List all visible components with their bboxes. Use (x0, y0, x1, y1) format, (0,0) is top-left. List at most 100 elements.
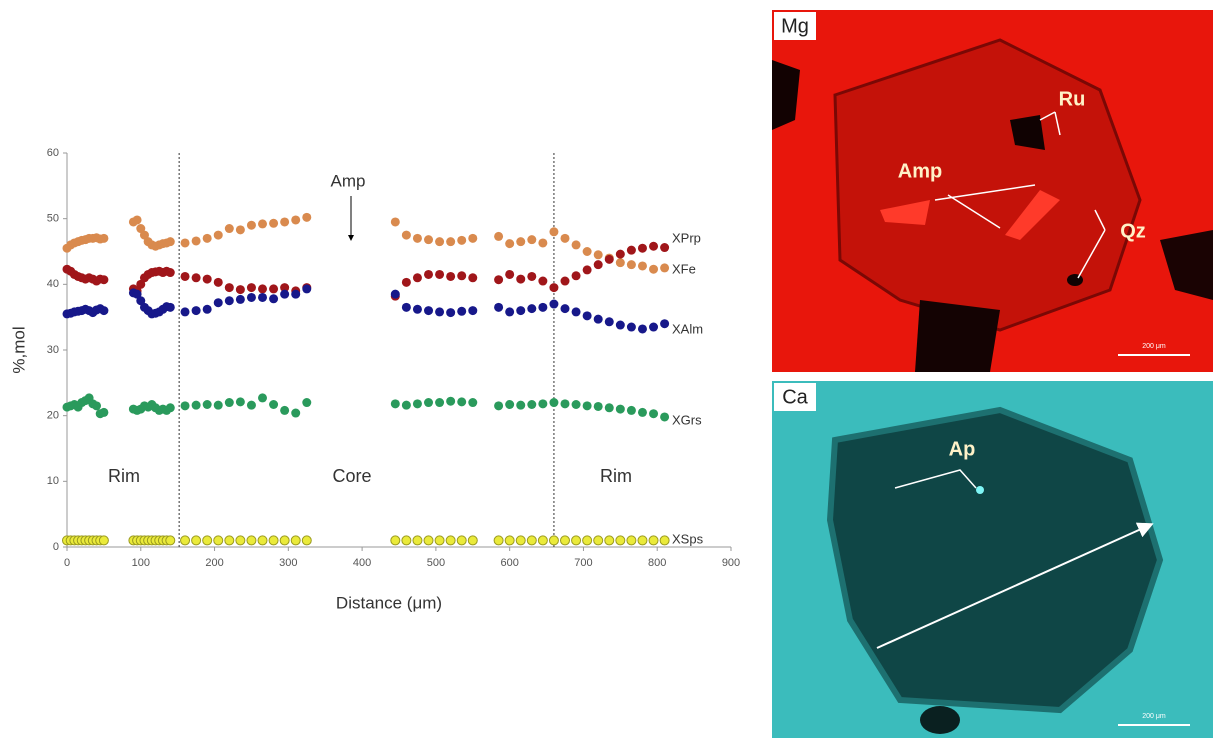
point (527, 400, 537, 410)
point (446, 308, 456, 318)
point (593, 535, 604, 546)
point (434, 535, 445, 546)
point (412, 535, 423, 546)
point (132, 289, 142, 299)
point (457, 271, 467, 281)
point (99, 233, 109, 243)
point (202, 400, 212, 410)
x-tick-label: 500 (427, 557, 445, 569)
point (224, 283, 234, 293)
point (191, 273, 201, 283)
point (504, 535, 515, 546)
point (527, 235, 537, 245)
point (604, 317, 614, 327)
point (571, 271, 581, 281)
point (505, 307, 515, 317)
point (538, 302, 548, 312)
point (582, 311, 592, 321)
point (548, 535, 559, 546)
zone-label: Core (332, 466, 371, 486)
point (626, 245, 636, 255)
garnet-grain (826, 406, 1164, 714)
ca-map: Ca Ap 200 μm (772, 381, 1213, 738)
point (235, 294, 245, 304)
point (582, 265, 592, 275)
point (435, 237, 445, 247)
point (505, 269, 515, 279)
point (269, 400, 279, 410)
point (99, 275, 109, 285)
y-tick-label: 60 (47, 147, 59, 159)
profile-arrow (876, 522, 1154, 649)
point (224, 535, 235, 546)
annotation: Amp (331, 171, 366, 190)
point (280, 217, 290, 227)
point (435, 307, 445, 317)
point (549, 227, 559, 237)
point (165, 302, 175, 312)
point (202, 233, 212, 243)
point (468, 273, 478, 283)
point (468, 398, 478, 408)
y-axis-title: %,mol (9, 326, 28, 373)
point (180, 271, 190, 281)
point (527, 271, 537, 281)
series-label: XAlm (672, 321, 703, 336)
point (435, 269, 445, 279)
point (390, 289, 400, 299)
point (494, 231, 504, 241)
point (213, 535, 224, 546)
panel-label: Mg (781, 15, 809, 37)
point (246, 283, 256, 293)
point (467, 535, 478, 546)
point (202, 535, 213, 546)
leader-lines (934, 111, 1106, 279)
x-axis-title: Distance (μm) (336, 593, 442, 612)
point (412, 233, 422, 243)
point (132, 215, 142, 225)
point (401, 277, 411, 287)
point (412, 399, 422, 409)
point (390, 535, 401, 546)
point (180, 307, 190, 317)
point (582, 247, 592, 256)
point (235, 225, 245, 235)
point (649, 322, 659, 332)
x-tick-label: 600 (500, 557, 518, 569)
point (401, 230, 411, 240)
point (571, 535, 582, 546)
point (202, 304, 212, 314)
point (660, 263, 670, 273)
point (626, 260, 636, 270)
point (180, 535, 191, 546)
point (99, 407, 109, 417)
x-tick-label: 300 (279, 557, 297, 569)
point (291, 408, 301, 418)
garnet-grain (833, 38, 1142, 332)
point (213, 298, 223, 308)
y-tick-label: 40 (47, 278, 59, 290)
point (191, 306, 201, 316)
point (494, 401, 504, 411)
point (505, 239, 515, 249)
point (98, 535, 109, 546)
panel-label-box (774, 12, 816, 40)
mineral-label: Amp (898, 160, 942, 182)
point (139, 230, 149, 240)
point (549, 398, 559, 408)
point (191, 535, 202, 546)
point (165, 237, 175, 247)
point (412, 273, 422, 283)
y-tick-label: 30 (47, 344, 59, 356)
point (246, 292, 256, 302)
point (224, 398, 234, 408)
point (424, 398, 434, 408)
point (582, 535, 593, 546)
point (571, 307, 581, 317)
point (516, 237, 526, 247)
point (660, 319, 670, 329)
point (468, 233, 478, 243)
point (423, 535, 434, 546)
mineral-label: Ap (949, 438, 976, 460)
amphibole (880, 200, 930, 225)
